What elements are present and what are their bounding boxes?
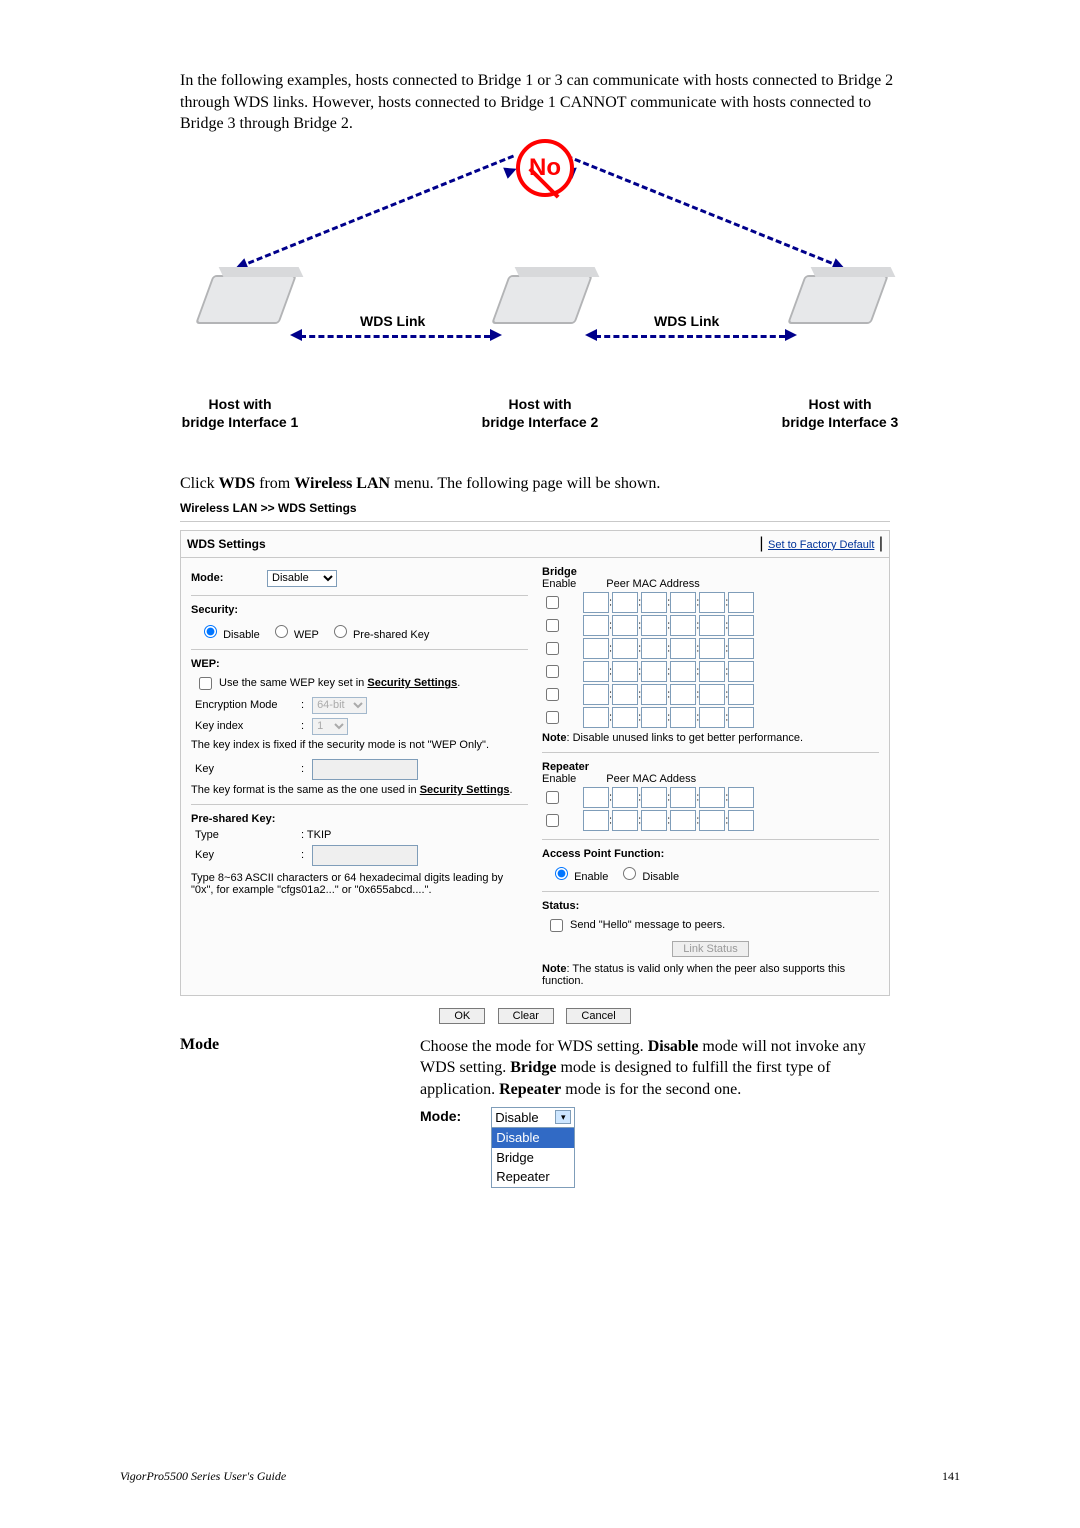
bridge-note: Disable unused links to get better perfo… — [573, 732, 804, 744]
psk-label: Pre-shared Key: — [191, 813, 528, 825]
mode-desc-text: Choose the mode for WDS setting. Disable… — [420, 1036, 900, 1101]
enable-label: Enable — [542, 578, 576, 590]
mac-address-input[interactable]: ::::: — [583, 592, 754, 613]
psk-key-label: Key — [195, 849, 295, 861]
page-footer: VigorPro5500 Series User's Guide 141 — [120, 1469, 960, 1484]
status-note: The status is valid only when the peer a… — [542, 963, 845, 987]
host-label-2: Host withbridge Interface 2 — [460, 395, 620, 431]
link-status-button[interactable]: Link Status — [672, 941, 748, 957]
chevron-down-icon: ▾ — [555, 1110, 571, 1124]
key-index-label: Key index — [195, 720, 295, 732]
clear-button[interactable]: Clear — [498, 1008, 554, 1024]
host-label-3: Host withbridge Interface 3 — [760, 395, 920, 431]
wep-use-same-checkbox[interactable] — [199, 677, 212, 690]
page-number: 141 — [942, 1469, 960, 1484]
peer-mac-label: Peer MAC Address — [606, 578, 700, 590]
enable-label-2: Enable — [542, 773, 576, 785]
security-psk-radio[interactable]: Pre-shared Key — [329, 622, 430, 641]
intro-text: In the following examples, hosts connect… — [180, 70, 900, 135]
status-label: Status: — [542, 900, 879, 912]
mode-desc-title: Mode — [180, 1036, 360, 1188]
router-3 — [787, 275, 889, 324]
enc-mode-label: Encryption Mode — [195, 699, 295, 711]
router-1 — [195, 275, 297, 324]
mac-enable-checkbox[interactable] — [546, 814, 559, 827]
security-settings-link[interactable]: Security Settings — [367, 677, 457, 689]
mac-address-input[interactable]: ::::: — [583, 707, 754, 728]
mac-enable-checkbox[interactable] — [546, 688, 559, 701]
bridge-label: Bridge — [542, 566, 879, 578]
psk-key-input[interactable] — [312, 845, 418, 866]
security-disable-radio[interactable]: Disable — [199, 622, 260, 641]
key-input[interactable] — [312, 759, 418, 780]
mac-enable-checkbox[interactable] — [546, 596, 559, 609]
apf-disable-radio[interactable]: Disable — [618, 864, 679, 883]
breadcrumb: Wireless LAN >> WDS Settings — [180, 497, 890, 521]
key-label: Key — [195, 763, 295, 775]
panel-title: WDS Settings — [187, 537, 266, 551]
mode-dropdown-expanded[interactable]: Disable▾ Disable Bridge Repeater — [491, 1107, 575, 1188]
wep-label: WEP: — [191, 658, 528, 670]
mac-address-input[interactable]: ::::: — [583, 661, 754, 682]
mac-enable-checkbox[interactable] — [546, 642, 559, 655]
key-index-note: The key index is fixed if the security m… — [191, 739, 528, 751]
mac-address-input[interactable]: ::::: — [583, 810, 754, 831]
psk-note: Type 8~63 ASCII characters or 64 hexadec… — [191, 872, 528, 896]
apf-enable-radio[interactable]: Enable — [550, 864, 608, 883]
router-2 — [491, 275, 593, 324]
mode-label: Mode: — [191, 572, 261, 584]
mode-select[interactable]: Disable — [267, 570, 337, 587]
factory-default-link[interactable]: Set to Factory Default — [768, 539, 874, 551]
type-label: Type — [195, 829, 295, 841]
wds-link-label-1: WDS Link — [360, 313, 425, 329]
mac-address-input[interactable]: ::::: — [583, 787, 754, 808]
click-instruction: Click WDS from Wireless LAN menu. The fo… — [180, 475, 900, 493]
ok-button[interactable]: OK — [439, 1008, 485, 1024]
mac-enable-checkbox[interactable] — [546, 665, 559, 678]
cancel-button[interactable]: Cancel — [566, 1008, 630, 1024]
no-icon: No — [516, 139, 574, 197]
repeater-label: Repeater — [542, 761, 879, 773]
security-settings-link-2[interactable]: Security Settings — [420, 784, 510, 796]
mac-enable-checkbox[interactable] — [546, 619, 559, 632]
footer-left: VigorPro5500 Series User's Guide — [120, 1469, 286, 1484]
security-wep-radio[interactable]: WEP — [270, 622, 319, 641]
enc-mode-select[interactable]: 64-bit — [312, 697, 367, 714]
key-index-select[interactable]: 1 — [312, 718, 348, 735]
wds-topology-diagram: No WDS Link WDS Link Host withbridge Int… — [180, 145, 900, 455]
host-label-1: Host withbridge Interface 1 — [160, 395, 320, 431]
mac-address-input[interactable]: ::::: — [583, 615, 754, 636]
mac-address-input[interactable]: ::::: — [583, 638, 754, 659]
wds-link-label-2: WDS Link — [654, 313, 719, 329]
apf-label: Access Point Function: — [542, 848, 879, 860]
mode-opt-disable[interactable]: Disable — [492, 1128, 574, 1148]
mac-enable-checkbox[interactable] — [546, 711, 559, 724]
peer-mac-label-2: Peer MAC Addess — [606, 773, 696, 785]
status-hello-checkbox[interactable] — [550, 919, 563, 932]
wds-settings-screenshot: Wireless LAN >> WDS Settings WDS Setting… — [180, 497, 890, 1024]
mac-address-input[interactable]: ::::: — [583, 684, 754, 705]
mode-opt-bridge[interactable]: Bridge — [492, 1148, 574, 1168]
mode-opt-repeater[interactable]: Repeater — [492, 1167, 574, 1187]
mac-enable-checkbox[interactable] — [546, 791, 559, 804]
security-label: Security: — [191, 604, 528, 616]
mode-combo-label: Mode: — [420, 1107, 461, 1126]
